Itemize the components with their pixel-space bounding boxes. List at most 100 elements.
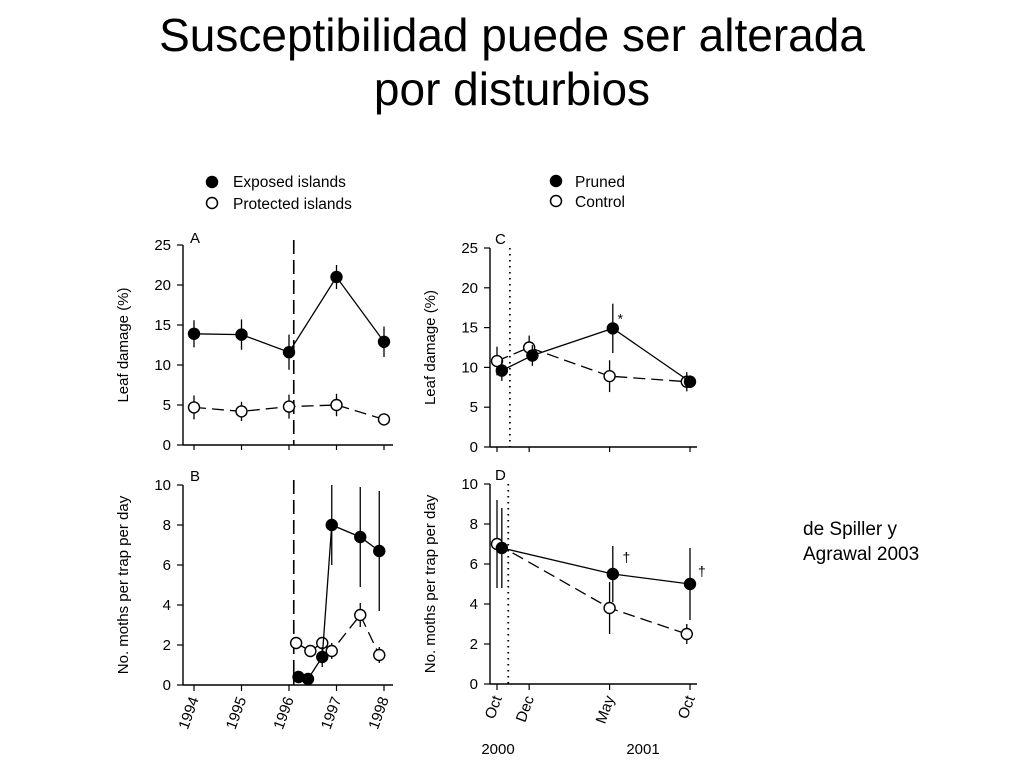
series-open <box>490 335 693 393</box>
legend-right: Pruned Control <box>549 174 625 211</box>
data-point <box>490 354 504 368</box>
annotation: † <box>622 549 630 565</box>
y-tick-label: 25 <box>154 237 171 254</box>
y-tick-label: 10 <box>154 477 171 494</box>
x-tick-label: 1997 <box>318 695 345 732</box>
data-point <box>495 364 509 377</box>
annotation: † <box>698 563 706 579</box>
data-point <box>377 335 391 348</box>
series-line <box>496 346 687 383</box>
data-point <box>282 400 296 413</box>
panel-letter: B <box>190 468 200 485</box>
legend-open-marker <box>205 196 219 210</box>
panel-letter: D <box>495 467 506 484</box>
legend-filled-label: Exposed islands <box>233 174 346 191</box>
slide-title-line1: Susceptibilidad puede ser alterada <box>159 9 865 61</box>
y-axis-label: No. moths per trap per day <box>115 495 132 674</box>
data-point <box>330 398 343 412</box>
x-tick-label: May <box>593 693 619 726</box>
y-tick-label: 10 <box>154 357 171 374</box>
legend-filled-marker <box>205 175 219 189</box>
x-tick-label: 1996 <box>270 695 297 732</box>
legend-open-label: Protected islands <box>233 196 352 213</box>
y-tick-label: 6 <box>470 556 478 573</box>
data-point <box>354 608 367 622</box>
data-point <box>316 650 329 664</box>
y-tick-label: 2 <box>470 636 478 653</box>
series-line <box>501 327 691 383</box>
series-filled <box>495 303 697 389</box>
slide-title-line2: por disturbios <box>373 63 651 116</box>
y-tick-label: 0 <box>163 677 171 694</box>
data-point <box>301 672 315 686</box>
y-tick-label: 5 <box>163 397 171 414</box>
legend-left: Exposed islands Protected islands <box>205 174 352 213</box>
series-line <box>295 613 380 656</box>
data-point <box>282 346 296 359</box>
data-point <box>495 541 509 555</box>
x-tick-label: 1998 <box>365 695 392 732</box>
y-tick-label: 10 <box>461 359 478 376</box>
year-label: 2001 <box>626 741 659 758</box>
y-tick-label: 5 <box>470 399 478 416</box>
y-tick-label: 20 <box>461 280 478 297</box>
y-tick-label: 10 <box>461 476 478 493</box>
data-point <box>316 636 329 650</box>
data-point <box>289 636 303 650</box>
y-tick-label: 4 <box>470 596 478 613</box>
data-point <box>354 530 367 544</box>
x-tick-label: Dec <box>513 693 538 724</box>
citation: de Spiller y Agrawal 2003 <box>803 518 919 567</box>
x-tick-label: Oct <box>482 693 506 722</box>
y-tick-label: 0 <box>470 676 478 693</box>
y-tick-label: 25 <box>461 240 478 257</box>
y-axis-label: No. moths per trap per day <box>422 494 439 673</box>
y-tick-label: 4 <box>163 597 171 614</box>
y-tick-label: 0 <box>163 437 171 454</box>
y-tick-label: 2 <box>163 637 171 654</box>
data-point <box>325 644 338 658</box>
panel-letter: C <box>495 231 506 248</box>
data-point <box>603 601 616 615</box>
series-filled <box>292 485 386 686</box>
data-point <box>603 369 616 383</box>
series-open <box>490 500 693 644</box>
data-point <box>377 413 391 426</box>
y-tick-label: 20 <box>154 277 171 294</box>
legend-open-marker <box>549 194 563 208</box>
legend-open-label: Control <box>575 194 625 211</box>
y-axis-label: Leaf damage (%) <box>115 287 132 402</box>
legend-filled-marker <box>549 174 563 188</box>
series-open <box>289 603 386 663</box>
year-label: 2000 <box>481 741 514 758</box>
data-point <box>373 648 386 662</box>
series-filled <box>495 508 697 620</box>
y-tick-label: 8 <box>470 516 478 533</box>
panel-d: D 0 2 4 6 8 10 No. moths per trap per day Oct Dec… <box>422 467 706 758</box>
data-point <box>235 328 248 341</box>
series-line <box>496 543 687 635</box>
x-tick-label: 1994 <box>175 695 202 732</box>
data-point <box>606 567 619 581</box>
y-tick-label: 15 <box>461 320 478 337</box>
citation-line2: Agrawal 2003 <box>803 543 920 565</box>
x-tick-label: 1995 <box>223 695 250 732</box>
y-axis-label: Leaf damage (%) <box>422 290 439 405</box>
x-tick-label: Oct <box>675 693 699 722</box>
legend-filled-label: Pruned <box>575 174 625 191</box>
series-filled <box>187 265 391 370</box>
data-point <box>373 544 386 558</box>
panel-c: C 0 5 10 15 20 25 Leaf damage (%) * <box>422 231 697 456</box>
panel-a: A 0 5 10 15 20 25 Leaf damage (%) <box>115 230 393 454</box>
citation-line1: de Spiller y <box>803 519 897 540</box>
y-tick-label: 15 <box>154 317 171 334</box>
series-open <box>187 393 391 426</box>
data-point <box>325 518 338 532</box>
panel-letter: A <box>190 230 200 247</box>
data-point <box>304 644 317 658</box>
data-point <box>187 401 201 414</box>
data-point <box>526 349 539 362</box>
series-line <box>501 547 691 585</box>
data-point <box>683 375 697 388</box>
